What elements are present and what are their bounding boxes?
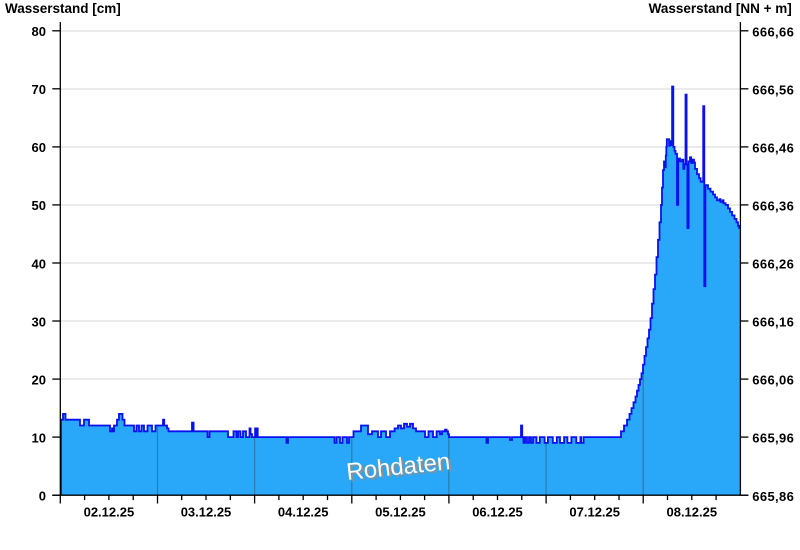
svg-text:666,66: 666,66	[752, 24, 794, 39]
svg-text:03.12.25: 03.12.25	[181, 505, 232, 520]
svg-text:06.12.25: 06.12.25	[472, 505, 523, 520]
svg-text:40: 40	[32, 256, 46, 271]
svg-text:666,46: 666,46	[752, 141, 794, 156]
svg-text:80: 80	[32, 24, 46, 39]
svg-text:666,16: 666,16	[752, 315, 794, 330]
svg-text:666,56: 666,56	[752, 82, 794, 97]
svg-text:60: 60	[32, 140, 46, 155]
svg-text:05.12.25: 05.12.25	[375, 505, 426, 520]
svg-text:10: 10	[32, 430, 46, 445]
svg-text:07.12.25: 07.12.25	[569, 505, 620, 520]
svg-text:665,86: 665,86	[752, 489, 794, 504]
svg-text:08.12.25: 08.12.25	[666, 505, 717, 520]
svg-text:02.12.25: 02.12.25	[84, 505, 135, 520]
svg-text:0: 0	[39, 489, 46, 504]
svg-text:30: 30	[32, 314, 46, 329]
svg-text:04.12.25: 04.12.25	[278, 505, 329, 520]
svg-text:666,06: 666,06	[752, 373, 794, 388]
svg-text:Wasserstand [NN + m]: Wasserstand [NN + m]	[649, 1, 792, 16]
svg-text:Wasserstand [cm]: Wasserstand [cm]	[5, 1, 121, 16]
svg-text:665,96: 665,96	[752, 431, 794, 446]
svg-text:666,36: 666,36	[752, 199, 794, 214]
svg-text:666,26: 666,26	[752, 257, 794, 272]
svg-text:20: 20	[32, 372, 46, 387]
svg-text:50: 50	[32, 198, 46, 213]
svg-text:70: 70	[32, 82, 46, 97]
